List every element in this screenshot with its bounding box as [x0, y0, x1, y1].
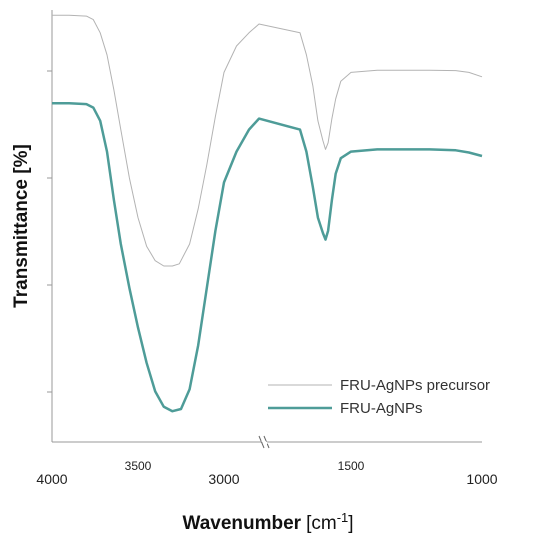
x-axis-unit-exponent: -1 [337, 510, 349, 525]
series-layer [52, 14, 483, 413]
legend-label-agnps: FRU-AgNPs [340, 400, 423, 417]
x-axis-unit-prefix: [cm [306, 513, 337, 534]
y-axis-ticks [47, 70, 52, 393]
x-tick-label: 3000 [208, 471, 239, 487]
y-axis-title: Transmittance [%] [11, 144, 32, 308]
x-tick-label: 3500 [125, 459, 152, 473]
legend-label-precursor: FRU-AgNPs precursor [340, 377, 490, 394]
series-line-precursor [52, 14, 483, 267]
x-tick-label: 1500 [338, 459, 365, 473]
x-axis-break-mark [258, 435, 270, 449]
series-line-agnps [52, 101, 483, 413]
x-tick-label: 4000 [36, 471, 67, 487]
legend: FRU-AgNPs precursor FRU-AgNPs [268, 377, 490, 417]
x-tick-label: 1000 [466, 471, 497, 487]
x-axis-title: Wavenumber [cm-1] [182, 510, 353, 534]
x-axis-unit-suffix: ] [348, 513, 353, 534]
x-axis-label: Wavenumber [182, 513, 301, 534]
